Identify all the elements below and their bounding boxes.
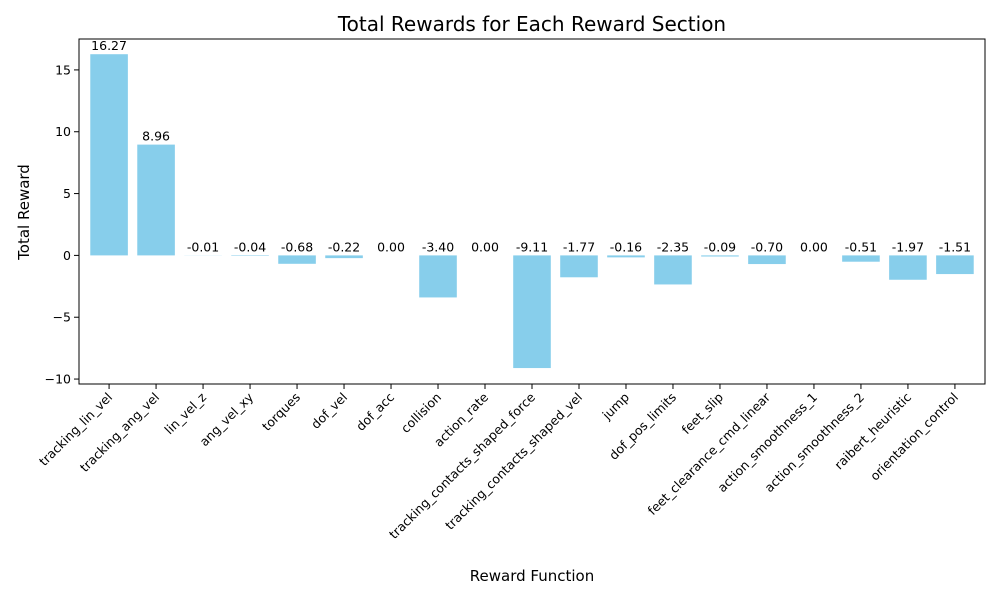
bar-dof-pos-limits: [654, 255, 692, 285]
bar-raibert-heuristic: [889, 255, 927, 280]
bar-value-label: -0.51: [845, 239, 877, 254]
bar-dof-vel: [325, 255, 363, 259]
x-tick-label: tracking_ang_vel: [77, 390, 162, 475]
bar-value-label: -9.11: [516, 239, 548, 254]
bar-value-label: 0.00: [377, 239, 405, 254]
bar-value-label: 0.00: [471, 239, 499, 254]
y-tick-label: 5: [63, 186, 71, 201]
bars-group: [90, 54, 974, 369]
bar-feet-slip: [701, 255, 739, 257]
bar-feet-clearance-cmd-linear: [748, 255, 786, 265]
bar-tracking-contacts-shaped-vel: [560, 255, 598, 278]
bar-value-label: -1.97: [892, 239, 924, 254]
value-labels-group: 16.27 8.96 -0.01 -0.04 -0.68 -0.22 0.00 -3.40 0.…: [91, 38, 971, 254]
x-tick-label: feet_slip: [678, 389, 726, 437]
x-tick-label: dof_vel: [308, 390, 350, 432]
bar-tracking-contacts-shaped-force: [513, 255, 551, 369]
y-tick-label: 10: [55, 124, 71, 139]
bar-torques: [278, 255, 316, 264]
x-tick-label: collision: [398, 390, 444, 436]
bar-value-label: -1.77: [563, 239, 595, 254]
y-axis: −10 −5 0 5 10 15: [45, 62, 79, 387]
bar-orientation-control: [936, 255, 974, 275]
bar-value-label: -0.68: [281, 239, 313, 254]
bar-collision: [419, 255, 457, 298]
bar-value-label: -0.22: [328, 239, 360, 254]
y-tick-label: −10: [45, 372, 71, 387]
bar-value-label: -3.40: [422, 239, 454, 254]
y-tick-label: −5: [53, 310, 71, 325]
chart-title: Total Rewards for Each Reward Section: [337, 12, 726, 36]
x-tick-label: torques: [259, 390, 303, 434]
bar-tracking-ang-vel: [137, 144, 175, 256]
bar-tracking-lin-vel: [90, 54, 128, 256]
x-tick-label: lin_vel_z: [161, 389, 209, 437]
y-tick-label: 0: [63, 248, 71, 263]
y-tick-label: 15: [55, 62, 71, 77]
bar-value-label: -0.16: [610, 239, 642, 254]
bar-action-smoothness-2: [842, 255, 880, 262]
x-axis-label: Reward Function: [470, 567, 594, 585]
x-tick-label: orientation_control: [867, 390, 961, 484]
bar-value-label: -1.51: [939, 239, 971, 254]
bar-value-label: 8.96: [142, 129, 170, 144]
x-tick-label: jump: [599, 389, 633, 423]
bar-value-label: 16.27: [91, 38, 127, 53]
bar-jump: [607, 255, 645, 258]
y-axis-label: Total Reward: [15, 164, 33, 261]
bar-value-label: -0.04: [234, 239, 266, 254]
x-tick-label: dof_acc: [353, 389, 397, 433]
bar-value-label: -0.01: [187, 239, 219, 254]
bar-value-label: 0.00: [800, 239, 828, 254]
bar-value-label: -0.09: [704, 239, 736, 254]
bar-value-label: -0.70: [751, 239, 783, 254]
bar-value-label: -2.35: [657, 239, 689, 254]
